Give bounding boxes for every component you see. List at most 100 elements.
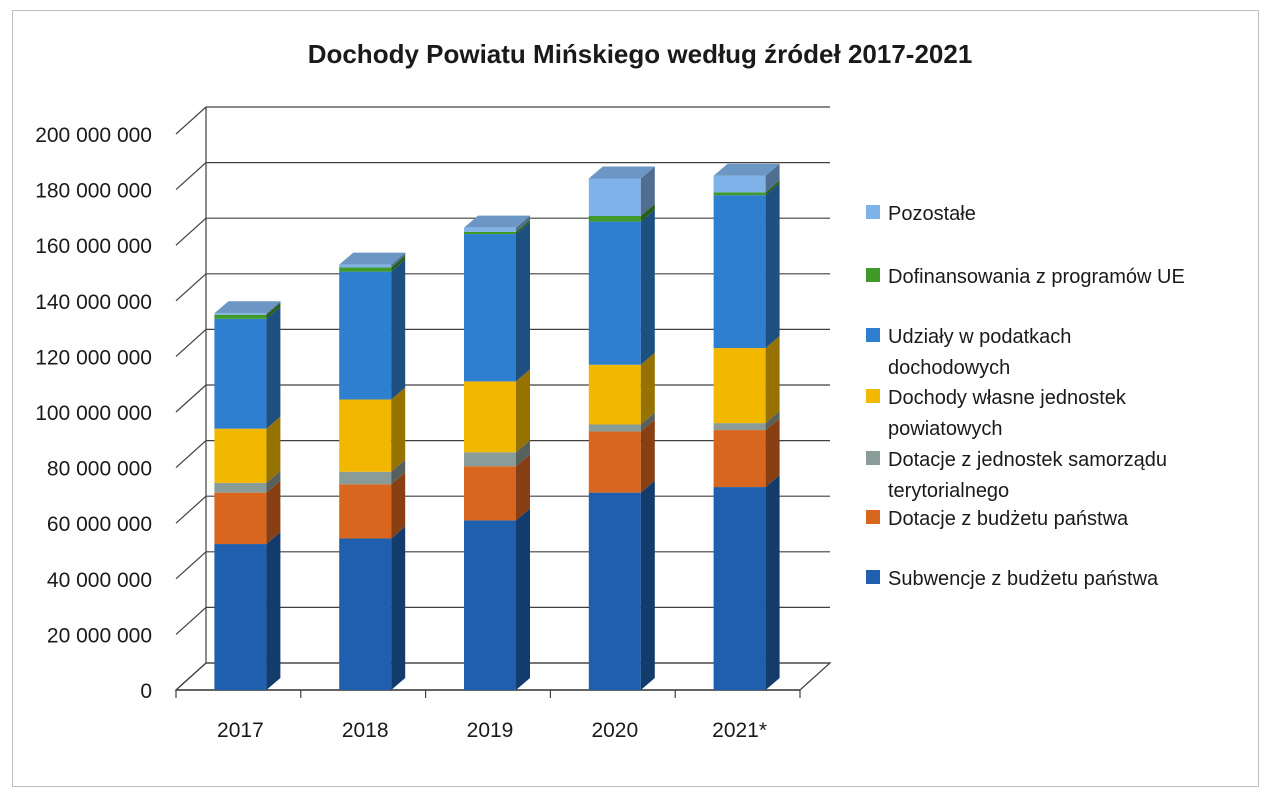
bar-front <box>214 544 267 690</box>
bar-segment <box>713 475 780 690</box>
legend-swatch <box>866 389 880 403</box>
y-tick-label: 140 000 000 <box>35 291 152 314</box>
y-tick-label: 20 000 000 <box>47 624 152 647</box>
legend-swatch <box>866 570 880 584</box>
bar-segment <box>588 204 655 222</box>
bar-segment <box>214 301 281 315</box>
bar-front <box>588 431 641 493</box>
bar-side <box>765 183 780 349</box>
bar-side <box>640 209 655 365</box>
bar-side <box>391 459 406 485</box>
bar-side <box>391 255 406 272</box>
bar-side <box>640 166 655 217</box>
legend-item: Udziały w podatkach dochodowych <box>866 326 1071 379</box>
bar-stack-2018 <box>339 252 406 690</box>
gridline-side <box>175 328 207 357</box>
bar-top <box>713 163 780 176</box>
bar-side <box>516 454 530 521</box>
y-tick-label: 0 <box>140 680 152 703</box>
bar-front <box>464 231 516 235</box>
legend-item: Dofinansowania z programów UE <box>866 266 1185 288</box>
bar-side <box>516 215 530 232</box>
bar-segment <box>713 418 780 488</box>
bar-side <box>765 418 780 488</box>
bar-segment <box>713 183 780 349</box>
bar-front <box>214 318 267 429</box>
bar-side <box>640 480 655 690</box>
gridline-side <box>175 495 207 524</box>
bar-side <box>516 219 530 235</box>
legend: Pozostałe Dofinansowania z programów UE Ud… <box>866 203 1185 590</box>
bar-front <box>713 175 766 193</box>
bar-stack-2017 <box>214 301 281 690</box>
bar-front <box>713 348 766 424</box>
legend-label: Subwencje z budżetu państwa <box>888 568 1159 590</box>
bar-segment <box>339 255 406 272</box>
bar-segment <box>713 180 780 196</box>
bar-side <box>516 440 530 467</box>
legend-item: Subwencje z budżetu państwa <box>866 568 1159 590</box>
bar-front <box>339 471 392 485</box>
bar-side <box>640 204 655 222</box>
gridline-side <box>175 440 207 469</box>
bar-front <box>713 423 766 431</box>
bar-segment <box>464 440 530 467</box>
bar-side <box>516 508 530 690</box>
bar-side <box>765 336 780 424</box>
y-tick-label: 80 000 000 <box>47 458 152 481</box>
bar-front <box>339 538 392 690</box>
bar-side <box>765 475 780 690</box>
bar-front <box>464 520 516 690</box>
bar-segment <box>713 411 780 431</box>
bar-side <box>640 419 655 493</box>
bar-front <box>339 264 392 268</box>
legend-item: Dotacje z jednostek samorządu terytorialn… <box>866 449 1167 502</box>
bar-side <box>391 252 406 268</box>
bar-front <box>214 428 267 483</box>
bar-side <box>266 480 281 545</box>
bar-segment <box>339 259 406 400</box>
bar-stack-2019 <box>464 215 530 690</box>
bar-front <box>588 364 641 425</box>
bar-front <box>588 424 641 432</box>
bar-front <box>464 381 516 453</box>
bar-segment <box>339 387 406 472</box>
y-tick-label: 100 000 000 <box>35 402 152 425</box>
bar-front <box>588 216 641 222</box>
legend-label: Dochody własne jednostek powiatowych <box>888 387 1127 440</box>
bar-front <box>214 482 267 493</box>
legend-swatch <box>866 205 880 219</box>
bar-side <box>640 412 655 432</box>
bar-front <box>588 221 641 365</box>
bar-front <box>464 452 516 467</box>
bar-stack-2021 <box>713 163 780 690</box>
bar-front <box>339 271 392 400</box>
bar-side <box>765 411 780 431</box>
bar-front <box>464 234 516 382</box>
bar-front <box>464 227 516 232</box>
bar-segment <box>588 166 655 217</box>
bar-segment <box>214 480 281 545</box>
bar-segment <box>588 419 655 493</box>
bar-front <box>588 492 641 690</box>
bar-front <box>339 484 392 539</box>
bar-segment <box>214 416 281 483</box>
bar-front <box>214 314 267 319</box>
bar-side <box>391 472 406 539</box>
bar-side <box>391 526 406 690</box>
axes: 0 20 000 000 40 000 000 60 000 000 80 000 00… <box>35 124 801 742</box>
bar-segment <box>588 209 655 365</box>
bar-segment <box>464 219 530 235</box>
bar-side <box>516 369 530 453</box>
chart-title: Dochody Powiatu Mińskiego według źródeł … <box>308 39 973 69</box>
bar-front <box>713 192 766 196</box>
bar-segment <box>588 352 655 425</box>
bar-side <box>266 416 281 483</box>
legend-swatch <box>866 328 880 342</box>
legend-swatch <box>866 510 880 524</box>
legend-item: Pozostałe <box>866 203 976 225</box>
x-tick-label: 2017 <box>217 719 264 742</box>
x-tick-label: 2021* <box>712 719 767 742</box>
legend-label: Dotacje z budżetu państwa <box>888 508 1129 530</box>
bar-side <box>391 387 406 472</box>
